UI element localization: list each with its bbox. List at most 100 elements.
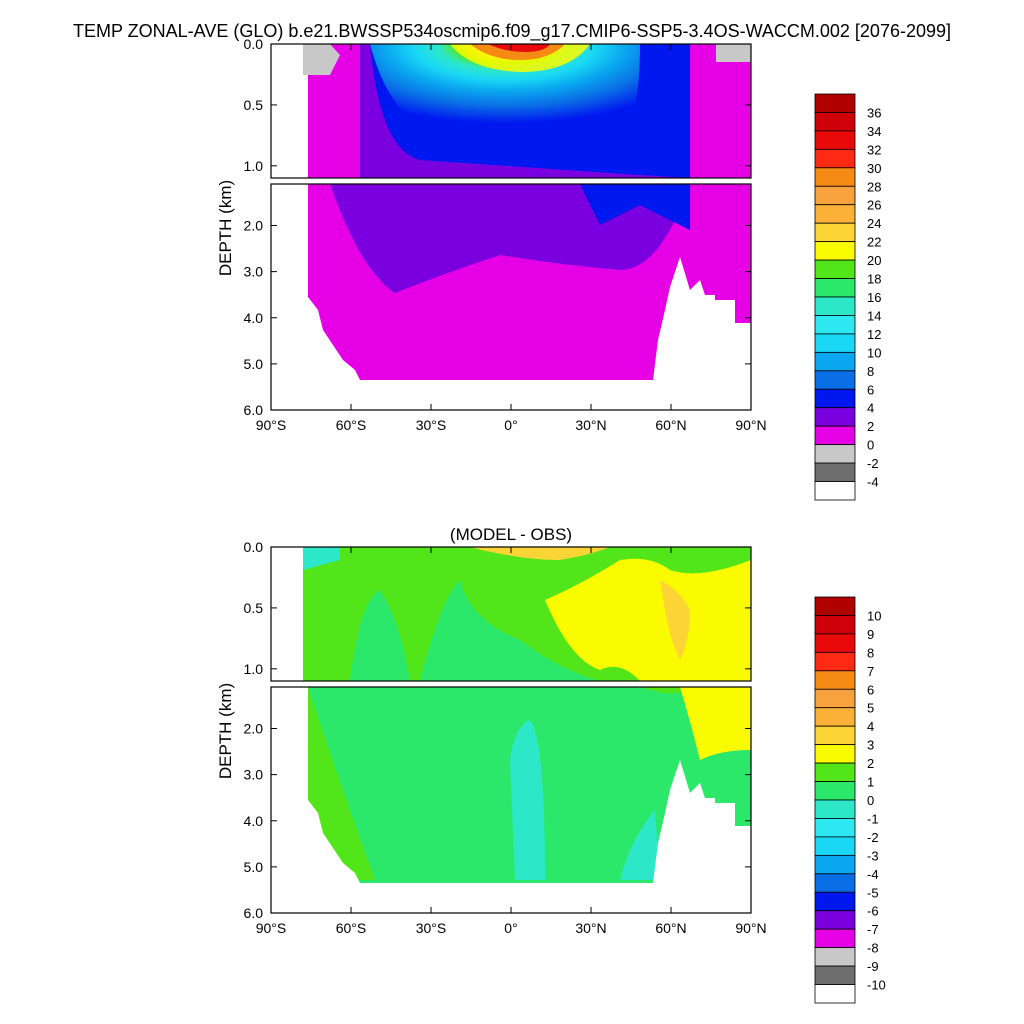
x-tick-label: 30°N — [575, 920, 606, 936]
upper-field — [271, 547, 751, 681]
y-tick-label: 0.0 — [244, 36, 264, 52]
y-tick-label: 6.0 — [244, 905, 264, 921]
colorbar-label: -2 — [867, 456, 879, 471]
colorbar-box — [814, 425, 856, 446]
colorbar-box — [814, 836, 856, 856]
colorbar-box — [814, 93, 856, 113]
colorbar-box — [814, 222, 856, 243]
x-tick-label: 90°S — [256, 920, 287, 936]
colorbar-box — [814, 633, 856, 653]
colorbar-label: -7 — [867, 922, 879, 937]
y-tick-label: 3.0 — [244, 264, 264, 280]
colorbar-label: -10 — [867, 978, 886, 993]
colorbar-box — [814, 259, 856, 279]
axes: 90°S 60°S 30°S 0° 30°N 60°N 90°N 0.0 0.5 1.0 2.0 3.… — [244, 539, 767, 936]
colorbar-box — [814, 167, 856, 187]
colorbar-label: 30 — [867, 161, 881, 176]
y-tick-label: 5.0 — [244, 859, 264, 875]
colorbar-box — [814, 296, 856, 316]
panel-model-minus-obs: (MODEL - OBS) 90°S 60°S 30°S 0° 30°N 60°N 90°N… — [216, 525, 886, 1004]
x-tick-label: 30°N — [575, 417, 606, 433]
colorbar-label: 20 — [867, 253, 881, 268]
colorbar-label: 36 — [867, 105, 881, 120]
colorbar-box — [814, 762, 856, 782]
colorbar-label: 24 — [867, 216, 881, 231]
colorbar-label: 7 — [867, 664, 874, 679]
colorbar-box — [814, 278, 856, 298]
colorbar-box — [814, 112, 856, 132]
colorbar-box — [814, 910, 856, 930]
colorbar-label: 18 — [867, 272, 881, 287]
colorbar-label: 26 — [867, 198, 881, 213]
colorbar-label: 6 — [867, 682, 874, 697]
colorbar-box — [814, 781, 856, 801]
colorbar-label: -9 — [867, 959, 879, 974]
colorbar-label: 10 — [867, 608, 881, 623]
colorbar-label: 28 — [867, 179, 881, 194]
colorbar-label: 4 — [867, 719, 874, 734]
colorbar-label: 2 — [867, 756, 874, 771]
colorbar-box — [814, 891, 856, 912]
colorbar-box — [814, 241, 856, 261]
colorbar-box — [814, 854, 856, 875]
colorbar-label: -2 — [867, 830, 879, 845]
colorbar-box — [814, 947, 856, 967]
colorbar-label: 10 — [867, 345, 881, 360]
colorbar-label: 22 — [867, 235, 881, 250]
colorbar-label: 0 — [867, 438, 874, 453]
colorbar-box — [814, 670, 856, 690]
figure-title: TEMP ZONAL-AVE (GLO) b.e21.BWSSP534oscmi… — [73, 21, 951, 42]
colorbar-box — [814, 333, 856, 353]
y-tick-label: 3.0 — [244, 767, 264, 783]
y-tick-label: 5.0 — [244, 356, 264, 372]
panel-title: (MODEL - OBS) — [450, 525, 572, 544]
colorbar-box — [814, 707, 856, 727]
colorbar-label: -8 — [867, 941, 879, 956]
x-tick-label: 60°N — [655, 920, 686, 936]
lower-field — [271, 184, 751, 410]
colorbar-label: 14 — [867, 308, 881, 323]
y-tick-label: 4.0 — [244, 813, 264, 829]
colorbar-box — [814, 725, 856, 746]
colorbar-box — [814, 130, 856, 150]
x-tick-label: 90°N — [735, 417, 766, 433]
y-axis-label: DEPTH (km) — [216, 683, 235, 779]
panel-temperature: 90°S 60°S 30°S 0° 30°N 60°N 90°N 0.0 0.5 1.0 2.0 3.… — [216, 36, 881, 501]
y-tick-label: 2.0 — [244, 721, 264, 737]
colorbar-box — [814, 688, 856, 709]
colorbar-box — [814, 615, 856, 635]
x-tick-label: 30°S — [416, 920, 447, 936]
x-tick-label: 90°N — [735, 920, 766, 936]
x-tick-label: 60°N — [655, 417, 686, 433]
colorbar-box — [814, 370, 856, 390]
x-tick-label: 60°S — [336, 920, 367, 936]
y-axis-label: DEPTH (km) — [216, 180, 235, 276]
colorbar-box — [814, 744, 856, 764]
colorbar-label: 4 — [867, 401, 874, 416]
y-tick-label: 1.0 — [244, 661, 264, 677]
x-tick-label: 30°S — [416, 417, 447, 433]
colorbar-box — [814, 873, 856, 893]
colorbar-label: -1 — [867, 811, 879, 826]
y-tick-label: 0.5 — [244, 97, 264, 113]
colorbar-box — [814, 928, 856, 949]
colorbar-label: -6 — [867, 904, 879, 919]
colorbar-box — [814, 818, 856, 838]
y-tick-label: 6.0 — [244, 402, 264, 418]
x-tick-label: 0° — [504, 417, 517, 433]
colorbar-box — [814, 984, 856, 1004]
colorbar-label: -5 — [867, 885, 879, 900]
lower-field — [271, 687, 751, 913]
colorbar-box — [814, 596, 856, 616]
colorbar-label: 32 — [867, 142, 881, 157]
colorbar-label: 6 — [867, 382, 874, 397]
colorbar-label: 9 — [867, 627, 874, 642]
colorbar-box — [814, 965, 856, 985]
axes: 90°S 60°S 30°S 0° 30°N 60°N 90°N 0.0 0.5 1.0 2.0 3.… — [244, 36, 767, 433]
x-tick-label: 60°S — [336, 417, 367, 433]
colorbar-box — [814, 388, 856, 409]
colorbar-box — [814, 799, 856, 819]
x-tick-label: 0° — [504, 920, 517, 936]
